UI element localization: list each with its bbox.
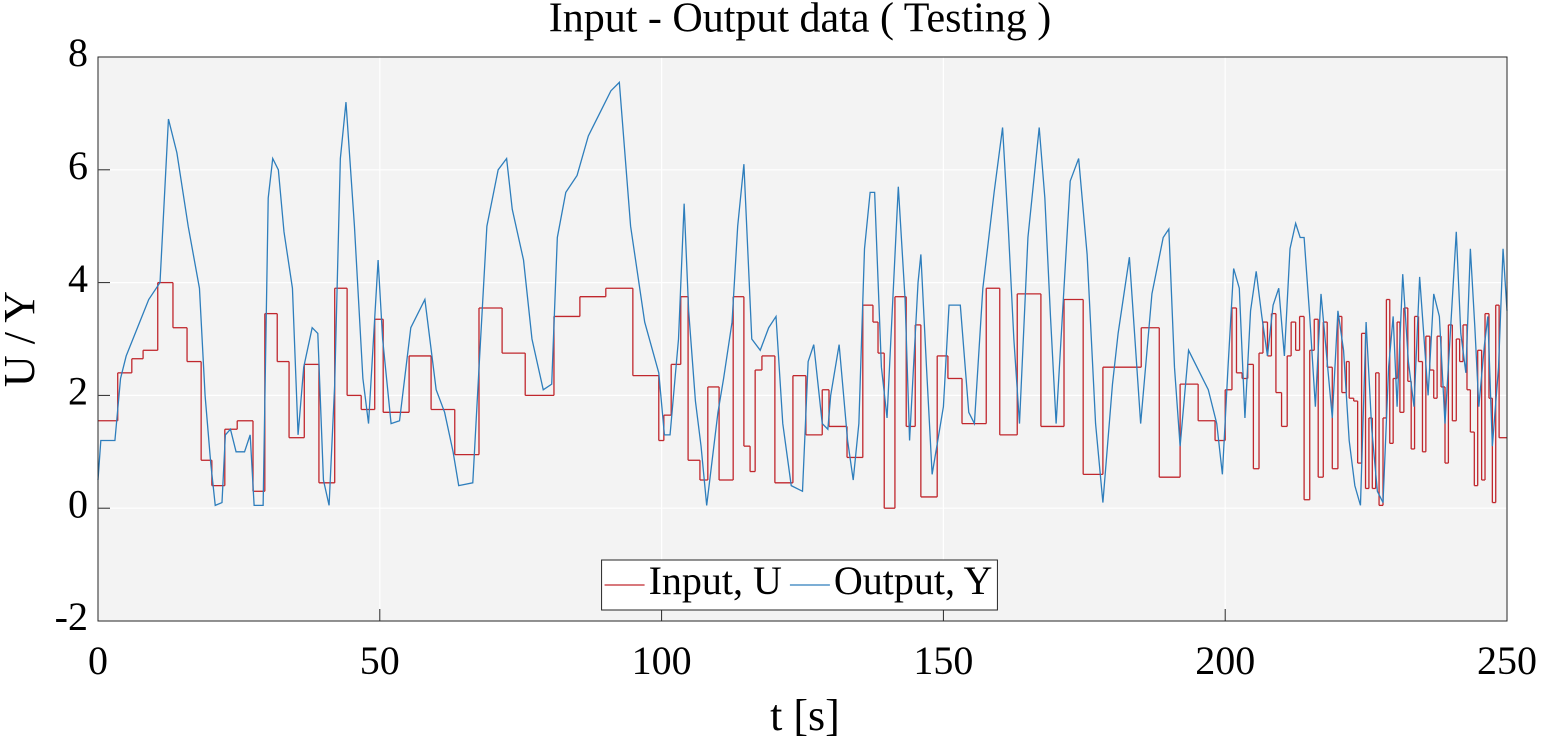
y-axis-label: U / Y <box>0 291 44 387</box>
legend: Input, U Output, Y <box>601 558 998 611</box>
x-tick-label: 150 <box>913 638 973 683</box>
y-tick-label: -2 <box>55 594 88 639</box>
x-tick-label: 200 <box>1195 638 1255 683</box>
legend-label: Output, Y <box>834 558 993 603</box>
y-tick-label: 2 <box>68 369 88 414</box>
legend-label: Input, U <box>649 558 782 603</box>
x-tick-label: 250 <box>1477 638 1537 683</box>
chart-title: Input - Output data ( Testing ) <box>549 0 1052 42</box>
y-tick-label: 0 <box>68 481 88 526</box>
x-tick-label: 0 <box>88 638 108 683</box>
x-tick-label: 50 <box>360 638 400 683</box>
y-tick-label: 6 <box>68 143 88 188</box>
y-tick-label: 8 <box>68 30 88 75</box>
x-tick-label: 100 <box>632 638 692 683</box>
y-tick-label: 4 <box>68 256 88 301</box>
axes-box <box>97 56 1508 622</box>
data-line <box>97 80 1508 507</box>
plot-area <box>98 57 1507 621</box>
x-axis-label: t [s] <box>770 691 840 740</box>
